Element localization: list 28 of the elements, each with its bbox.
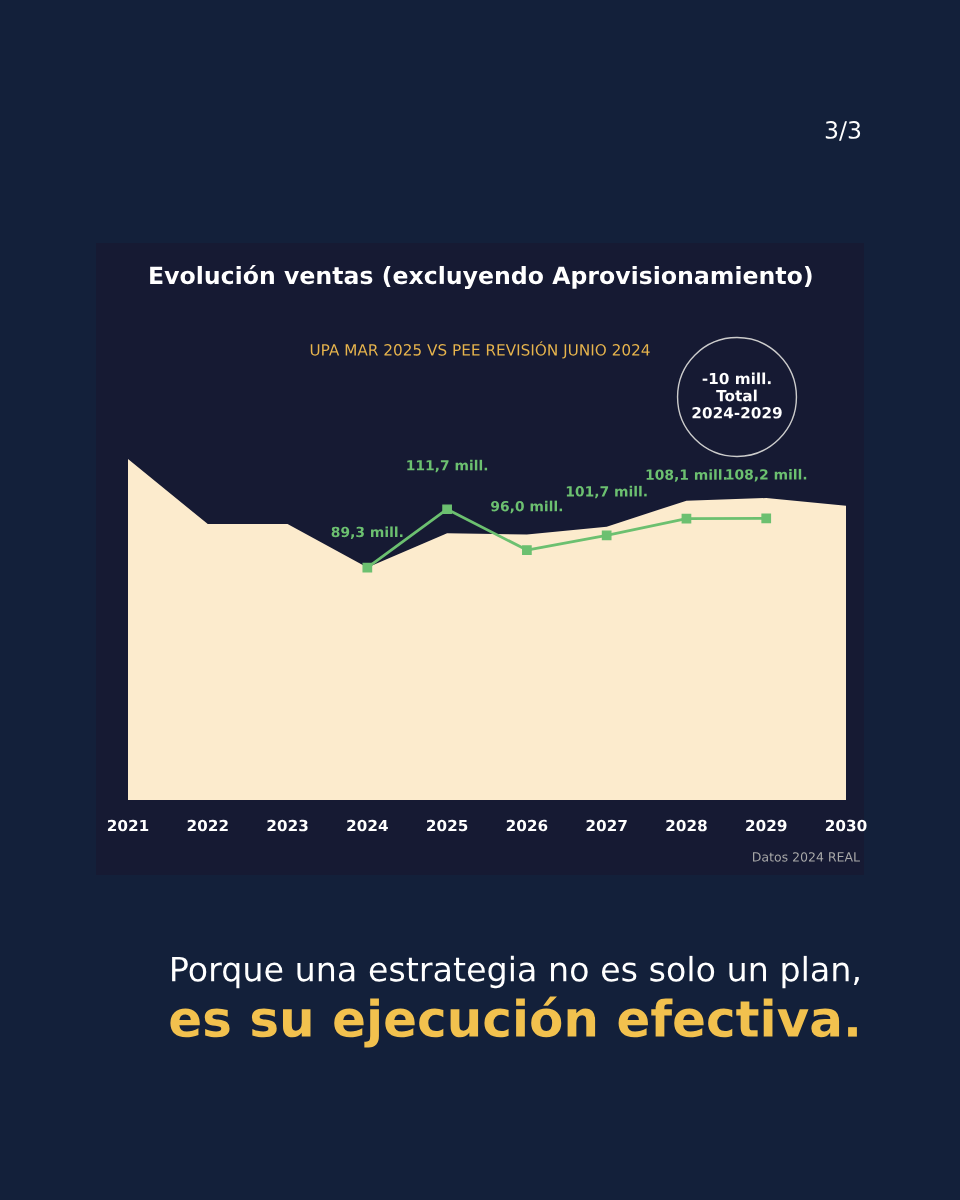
text: -10 mill. Total 2024-2029 [692,372,782,419]
data-label: 111,7 mill. [407,459,488,473]
text: es su ejecución efectiva. [170,996,857,1048]
x-tick-label: 2028 [666,819,707,832]
x-tick-label: 2029 [746,819,787,832]
x-tick-label: 2030 [825,819,867,832]
point [362,562,373,573]
x-tick-label: 2026 [506,819,548,832]
data-label: 96,0 mill. [491,500,563,514]
data-label: 108,1 mill. [646,469,727,482]
text: 3/3 [825,120,861,141]
x-tick-label: 2024 [347,819,388,832]
x-tick-label: 2021 [107,819,149,832]
x-tick-label: 2022 [187,819,228,832]
text: Datos 2024 REAL [753,852,860,862]
chart-title: Evolución ventas (excluyendo Aprovisionamiento) [150,265,812,289]
x-tick-label: 2023 [267,819,308,832]
x-tick-label: 2027 [586,819,627,832]
data-label: 89,3 mill. [331,526,403,539]
data-label: 101,7 mill. [566,485,647,499]
text: Porque una estrategia no es solo un plan, [172,955,859,989]
point [761,513,772,524]
chart-subtitle: UPA MAR 2025 VS PEE REVISIÓN JUNIO 2024 [310,341,650,359]
point [442,504,452,515]
point [601,530,612,541]
x-tick-label: 2025 [427,819,468,832]
point [522,545,532,555]
data-label: 108,2 mill. [726,468,807,482]
